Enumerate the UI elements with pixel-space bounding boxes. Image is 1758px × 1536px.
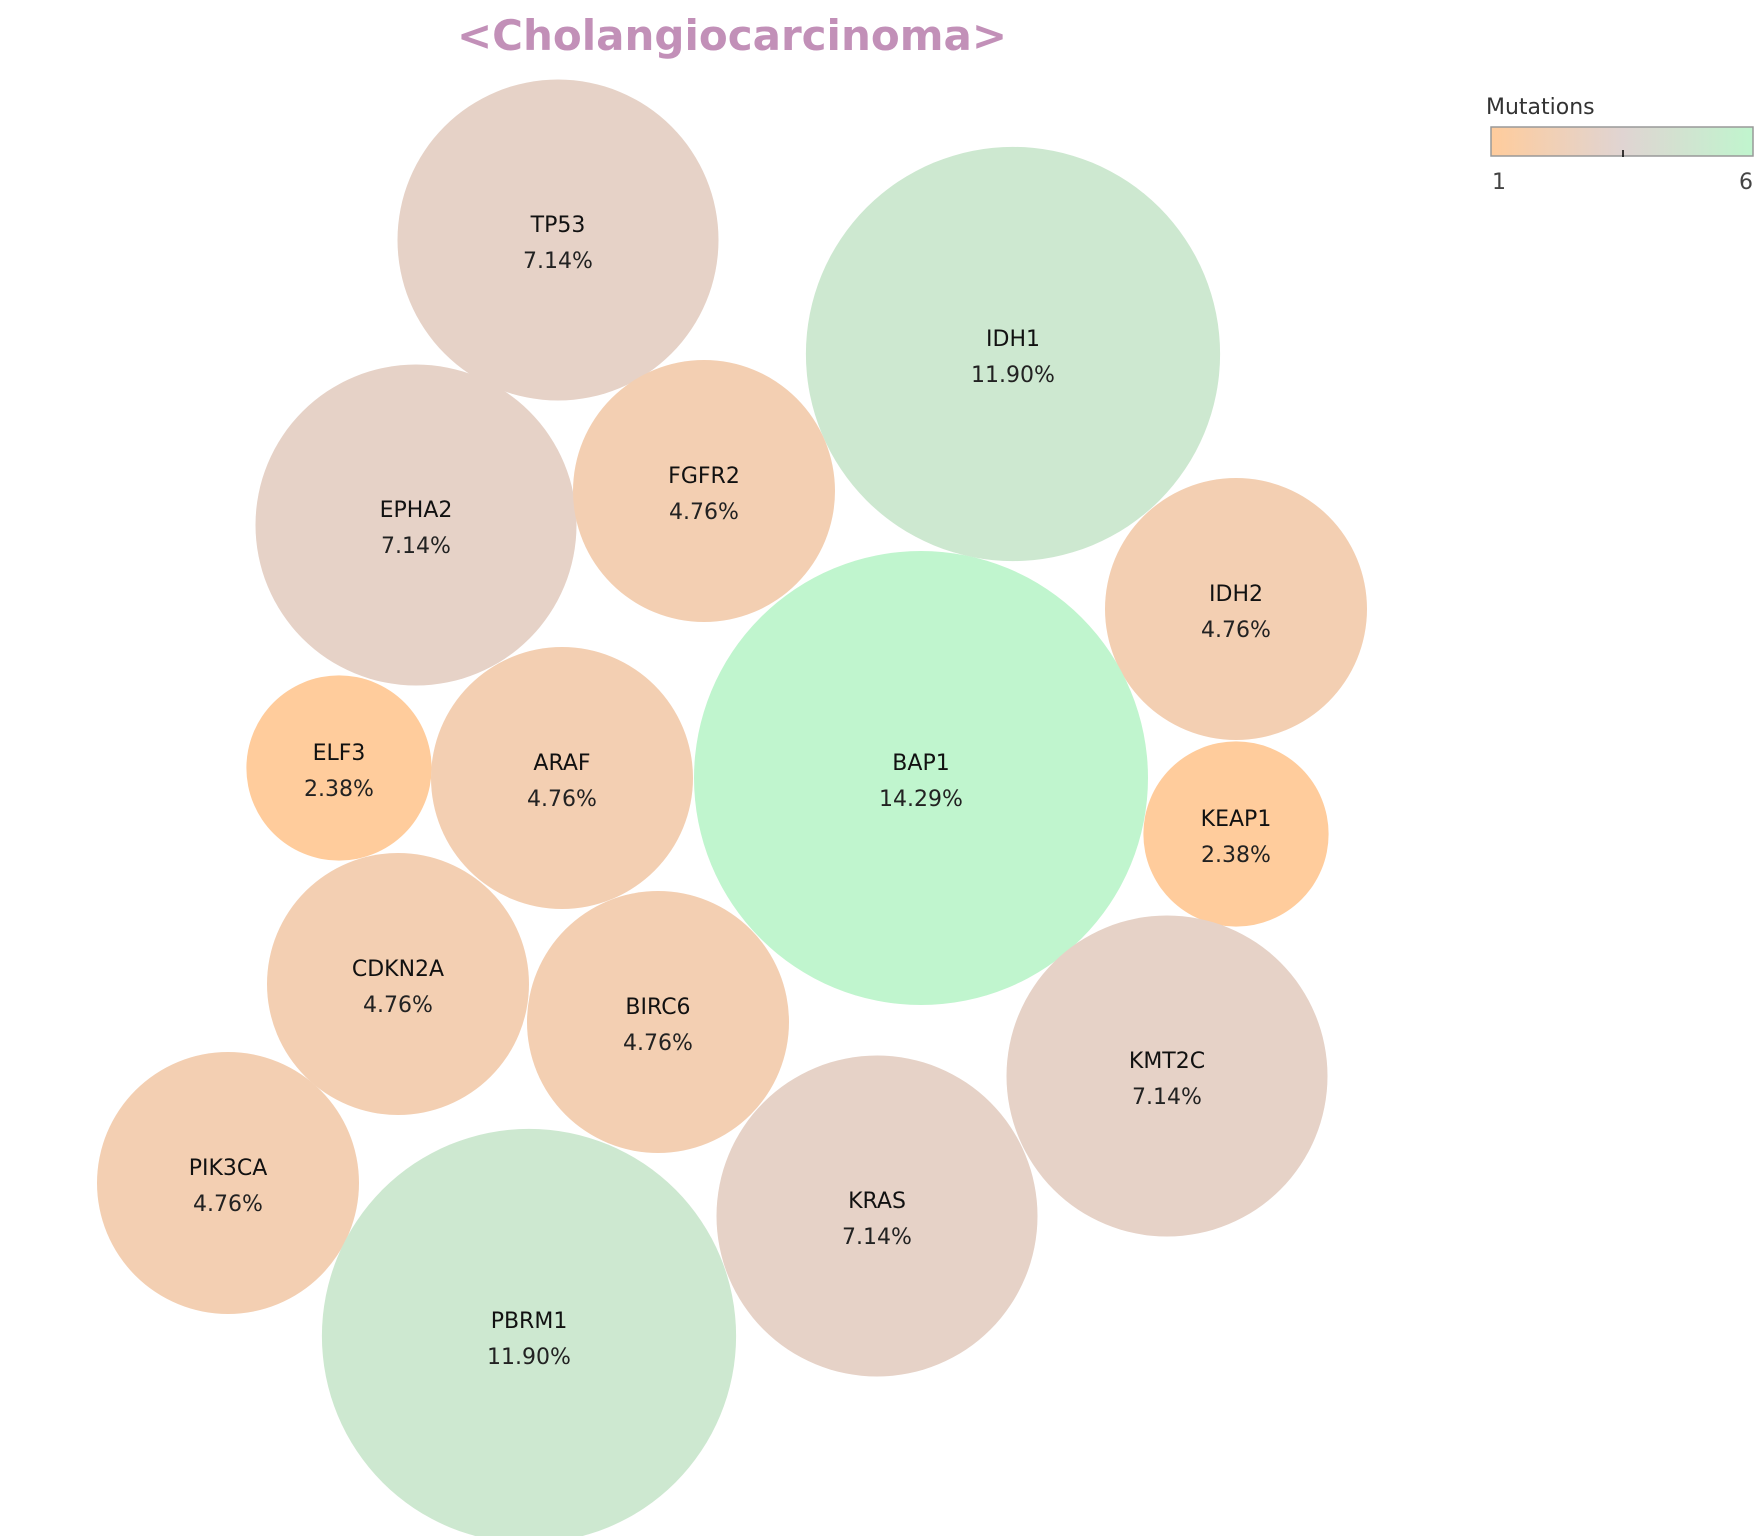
bubble-gene-label-kras: KRAS xyxy=(848,1189,906,1214)
bubble-circle-idh1 xyxy=(805,146,1221,562)
bubble-kras: KRAS 7.14% xyxy=(716,1055,1038,1377)
bubble-pik3ca: PIK3CA 4.76% xyxy=(97,1052,359,1314)
bubble-gene-label-keap1: KEAP1 xyxy=(1201,807,1272,832)
bubble-percent-label-pbrm1: 11.90% xyxy=(487,1345,571,1370)
bubble-circle-keap1 xyxy=(1143,741,1329,927)
bubble-percent-label-araf: 4.76% xyxy=(527,787,597,812)
bubble-fgfr2: FGFR2 4.76% xyxy=(573,360,835,622)
bubble-gene-label-kmt2c: KMT2C xyxy=(1129,1049,1205,1074)
legend-title: Mutations xyxy=(1486,95,1595,120)
bubble-circle-pik3ca xyxy=(97,1052,359,1314)
bubble-araf: ARAF 4.76% xyxy=(431,647,693,909)
bubble-percent-label-kmt2c: 7.14% xyxy=(1132,1085,1202,1110)
bubble-keap1: KEAP1 2.38% xyxy=(1143,741,1329,927)
bubble-circle-elf3 xyxy=(246,675,432,861)
bubble-circle-araf xyxy=(431,647,693,909)
bubble-circle-kmt2c xyxy=(1006,915,1328,1237)
bubble-percent-label-fgfr2: 4.76% xyxy=(669,500,739,525)
bubble-percent-label-epha2: 7.14% xyxy=(381,534,451,559)
bubble-gene-label-idh2: IDH2 xyxy=(1209,582,1263,607)
bubble-percent-label-tp53: 7.14% xyxy=(523,249,593,274)
bubble-percent-label-pik3ca: 4.76% xyxy=(193,1192,263,1217)
bubble-circle-kras xyxy=(716,1055,1038,1377)
bubble-gene-label-elf3: ELF3 xyxy=(313,741,366,766)
color-legend: Mutations 1 6 xyxy=(1486,95,1754,195)
bubble-bap1: BAP1 14.29% xyxy=(694,551,1148,1005)
bubble-percent-label-elf3: 2.38% xyxy=(304,777,374,802)
bubble-percent-label-keap1: 2.38% xyxy=(1201,843,1271,868)
bubble-circle-cdkn2a xyxy=(267,853,529,1115)
bubble-kmt2c: KMT2C 7.14% xyxy=(1006,915,1328,1237)
bubble-gene-label-tp53: TP53 xyxy=(530,213,586,238)
bubble-gene-label-bap1: BAP1 xyxy=(892,751,949,776)
bubble-circle-tp53 xyxy=(397,79,719,401)
chart-title: <Cholangiocarcinoma> xyxy=(457,11,1007,60)
bubble-idh2: IDH2 4.76% xyxy=(1105,478,1367,740)
bubble-tp53: TP53 7.14% xyxy=(397,79,719,401)
bubble-percent-label-kras: 7.14% xyxy=(842,1225,912,1250)
bubbles-layer: TP537.14%IDH111.90%EPHA27.14%FGFR24.76%I… xyxy=(97,79,1367,1536)
bubble-percent-label-idh2: 4.76% xyxy=(1201,618,1271,643)
bubble-circle-epha2 xyxy=(255,364,577,686)
bubble-cdkn2a: CDKN2A 4.76% xyxy=(267,853,529,1115)
bubble-circle-pbrm1 xyxy=(321,1128,737,1536)
bubble-percent-label-birc6: 4.76% xyxy=(623,1031,693,1056)
bubble-gene-label-epha2: EPHA2 xyxy=(380,498,453,523)
bubble-gene-label-idh1: IDH1 xyxy=(986,327,1040,352)
bubble-pbrm1: PBRM1 11.90% xyxy=(321,1128,737,1536)
bubble-gene-label-pik3ca: PIK3CA xyxy=(189,1156,268,1181)
bubble-gene-label-fgfr2: FGFR2 xyxy=(668,464,740,489)
legend-colorbar xyxy=(1490,126,1754,157)
bubble-gene-label-pbrm1: PBRM1 xyxy=(491,1309,568,1334)
bubble-epha2: EPHA2 7.14% xyxy=(255,364,577,686)
bubble-circle-birc6 xyxy=(527,891,789,1153)
legend-max-label: 6 xyxy=(1739,170,1753,195)
bubble-elf3: ELF3 2.38% xyxy=(246,675,432,861)
bubble-circle-idh2 xyxy=(1105,478,1367,740)
bubble-percent-label-cdkn2a: 4.76% xyxy=(363,993,433,1018)
legend-min-label: 1 xyxy=(1492,170,1506,195)
bubble-circle-bap1 xyxy=(694,551,1148,1005)
bubble-gene-label-birc6: BIRC6 xyxy=(625,995,690,1020)
bubble-gene-label-cdkn2a: CDKN2A xyxy=(352,957,444,982)
bubble-percent-label-bap1: 14.29% xyxy=(879,787,963,812)
bubble-percent-label-idh1: 11.90% xyxy=(971,363,1055,388)
bubble-idh1: IDH1 11.90% xyxy=(805,146,1221,562)
bubble-birc6: BIRC6 4.76% xyxy=(527,891,789,1153)
bubble-circle-fgfr2 xyxy=(573,360,835,622)
bubble-gene-label-araf: ARAF xyxy=(533,751,590,776)
